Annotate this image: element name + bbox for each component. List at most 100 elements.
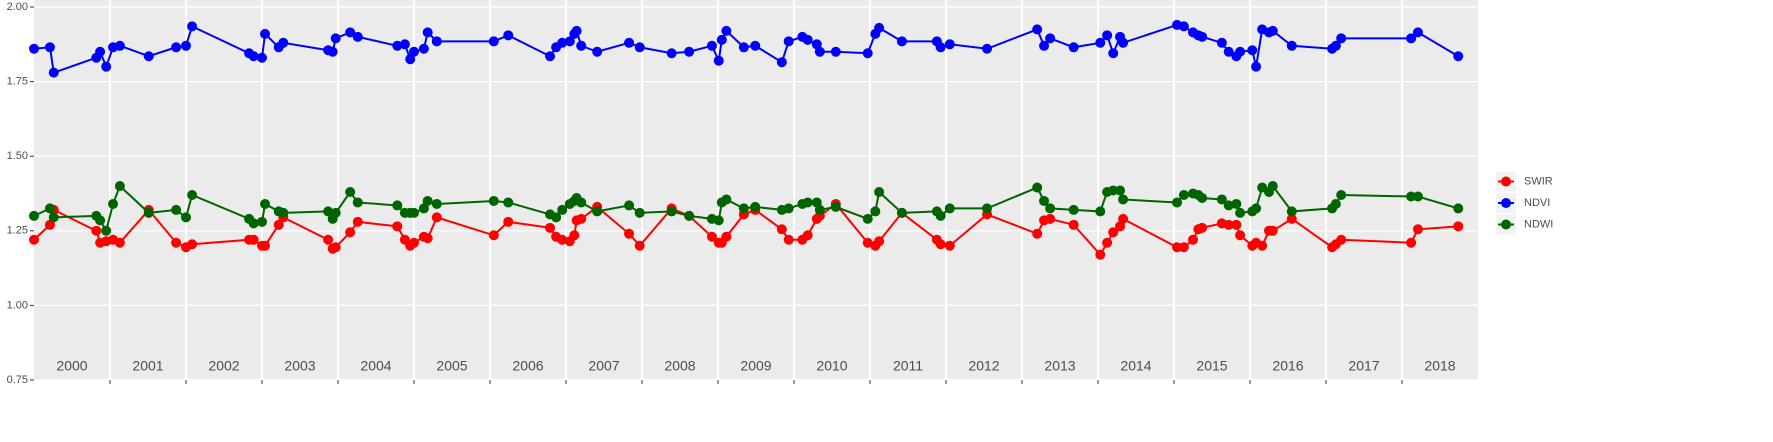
point [862,213,873,224]
point [29,210,39,221]
point [1095,37,1106,48]
year-label: 2013 [1044,358,1075,374]
legend: SWIR NDVI NDWI [1496,171,1553,235]
point [1330,40,1341,51]
point [776,224,787,235]
point [409,207,419,218]
point [1453,221,1464,232]
point [576,213,587,224]
point [1178,189,1189,200]
point [431,36,442,47]
point [624,228,635,239]
point [545,51,556,62]
point [1406,191,1417,202]
point [830,46,841,57]
point [1178,242,1189,253]
point [1216,194,1227,205]
point [862,48,873,59]
point [571,25,582,36]
point [44,219,55,230]
legend-point [1501,198,1511,208]
point [1102,237,1113,248]
point [1412,191,1423,202]
point [260,198,271,209]
point [48,67,59,78]
point [713,215,724,226]
point [101,61,112,72]
point [44,203,55,214]
point [1235,230,1246,241]
point [750,201,761,212]
point [870,206,881,217]
point [48,212,59,223]
point [862,237,873,248]
point [1406,33,1417,44]
point [1286,206,1297,217]
year-label: 2016 [1272,358,1303,374]
point [1453,203,1464,214]
point [1453,51,1464,62]
point [935,210,946,221]
point [95,215,106,226]
point [1223,200,1234,211]
point [1197,192,1208,203]
point [1257,240,1268,251]
point [557,234,568,245]
point [352,216,363,227]
point [1267,25,1278,36]
year-label: 2001 [132,358,163,374]
point [1188,234,1198,245]
point [278,37,289,48]
point [738,203,749,214]
point [1251,61,1262,72]
point [503,197,514,208]
point [1118,194,1129,205]
point [352,197,363,208]
legend-label: NDWI [1524,218,1553,230]
point [1267,225,1278,236]
point [29,234,39,245]
point [721,231,732,242]
year-label: 2003 [284,358,315,374]
year-label: 2009 [740,358,771,374]
point [814,46,825,57]
point [1231,198,1242,209]
point [1330,198,1341,209]
point [738,42,749,53]
point [783,203,794,214]
point [257,52,267,63]
point [1286,213,1297,224]
point [143,207,154,218]
point [634,42,645,53]
point [352,31,363,42]
point [399,39,410,50]
point [935,239,946,250]
point [1197,222,1208,233]
point [1197,31,1208,42]
point [187,239,198,250]
point [181,40,191,51]
point [874,187,885,198]
point [706,231,717,242]
point [95,46,106,57]
point [108,198,119,209]
y-tick-label: 1.00 [7,299,28,311]
point [29,43,39,54]
point [814,204,825,215]
point [488,36,499,47]
point [1032,228,1043,239]
year-label: 2018 [1424,358,1455,374]
point [257,216,267,227]
point [684,210,695,221]
point [576,40,587,51]
point [114,40,125,51]
point [248,218,259,229]
point [1235,207,1246,218]
point [187,21,198,32]
point [1251,203,1262,214]
point [982,203,993,214]
point [684,46,695,57]
point [783,36,794,47]
point [1247,45,1258,56]
point [44,42,55,53]
